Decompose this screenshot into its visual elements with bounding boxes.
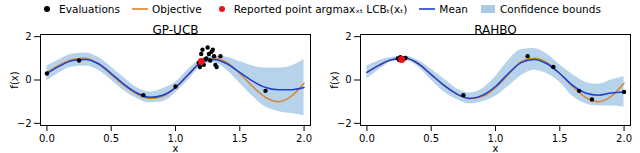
svg-text:0: 0 xyxy=(345,74,351,85)
svg-text:2: 2 xyxy=(345,31,351,42)
svg-text:0.0: 0.0 xyxy=(39,133,55,144)
svg-text:x: x xyxy=(493,143,499,153)
svg-text:1.0: 1.0 xyxy=(167,132,184,144)
svg-text:0: 0 xyxy=(25,74,31,85)
html-text:Evaluations: Evaluations xyxy=(59,3,120,15)
svg-text:0.0: 0.0 xyxy=(359,133,375,144)
svg-text:1.0: 1.0 xyxy=(487,132,504,144)
svg-text:f(x): f(x) xyxy=(329,71,340,88)
html-text:Mean: Mean xyxy=(439,3,468,15)
svg-text:0.5: 0.5 xyxy=(423,133,439,144)
html-text:Objective: Objective xyxy=(152,3,202,15)
svg-text:−2: −2 xyxy=(337,118,352,129)
svg-text:2.0: 2.0 xyxy=(296,133,312,144)
svg-text:0.5: 0.5 xyxy=(103,133,119,144)
svg-text:GP-UCB: GP-UCB xyxy=(153,23,199,37)
svg-text:x: x xyxy=(173,143,179,153)
svg-text:2: 2 xyxy=(25,31,31,42)
svg-text:1.5: 1.5 xyxy=(552,133,568,144)
svg-text:−2: −2 xyxy=(17,118,32,129)
svg-text:RAHBO: RAHBO xyxy=(474,23,517,37)
html-text:Confidence bounds: Confidence bounds xyxy=(500,3,601,15)
html-text:Reported point argmaxₓₜ LCBₜ(x: Reported point argmaxₓₜ LCBₜ(xₜ) xyxy=(233,3,408,15)
svg-text:2.0: 2.0 xyxy=(616,133,632,144)
svg-text:f(x): f(x) xyxy=(9,71,20,88)
svg-text:1.5: 1.5 xyxy=(232,133,248,144)
